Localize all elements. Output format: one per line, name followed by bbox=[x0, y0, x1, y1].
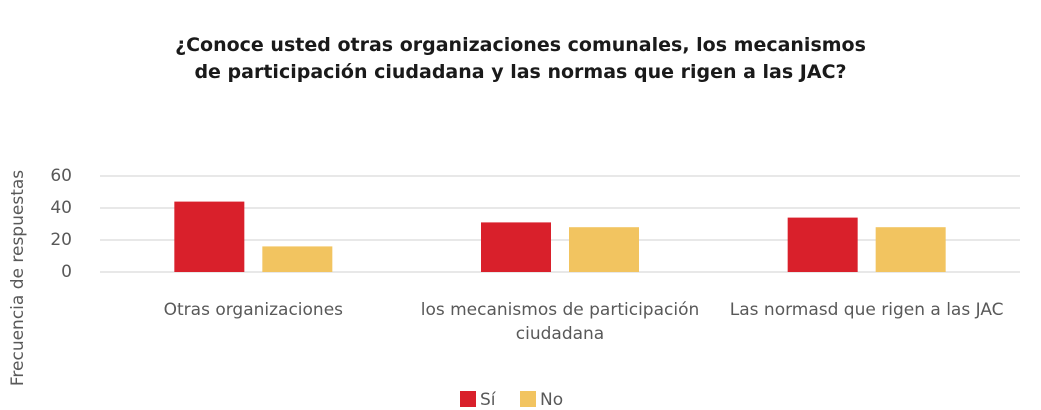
x-tick-label: Otras organizaciones bbox=[163, 300, 344, 320]
legend-swatch bbox=[520, 391, 536, 407]
x-tick-label: Las normasd que rigen a las JAC bbox=[729, 300, 1004, 320]
y-tick-label: 40 bbox=[50, 198, 72, 218]
legend-label: Sí bbox=[480, 390, 497, 410]
bar bbox=[174, 201, 245, 272]
y-axis-label: Frecuencia de respuestas bbox=[8, 170, 28, 386]
title-line: de participación ciudadana y las normas … bbox=[194, 61, 847, 83]
bar bbox=[481, 222, 551, 272]
y-tick-label: 0 bbox=[61, 262, 72, 282]
title-line: ¿Conoce usted otras organizaciones comun… bbox=[175, 34, 866, 56]
x-tick-label: los mecanismos de participación ciudadan… bbox=[420, 300, 700, 344]
bar bbox=[569, 227, 639, 272]
bar bbox=[875, 227, 946, 272]
y-tick-label: 60 bbox=[50, 166, 72, 186]
legend-swatch bbox=[460, 391, 476, 407]
legend-label: No bbox=[540, 390, 563, 410]
bar bbox=[787, 217, 858, 272]
chart-title: ¿Conoce usted otras organizaciones comun… bbox=[0, 32, 1041, 86]
y-tick-label: 20 bbox=[50, 230, 72, 250]
bar bbox=[262, 246, 333, 272]
